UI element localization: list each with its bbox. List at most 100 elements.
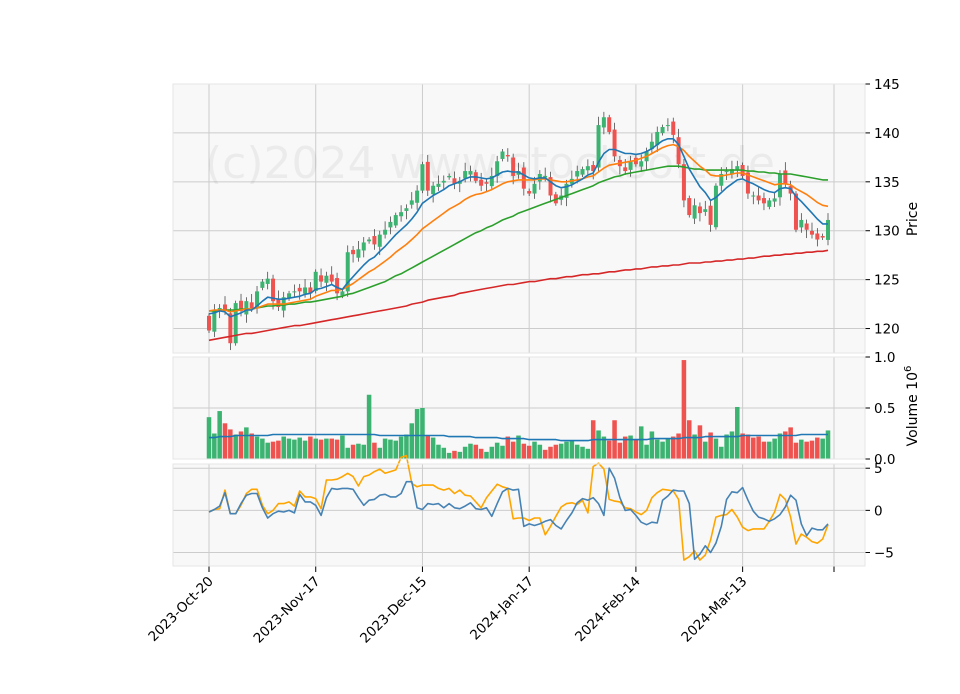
- candle-body: [505, 155, 510, 157]
- volume-bar: [564, 441, 569, 459]
- candle-body: [255, 291, 260, 307]
- candle-body: [441, 180, 446, 183]
- volume-bar: [751, 437, 756, 459]
- candle-body: [233, 303, 238, 344]
- volume-bar: [478, 448, 484, 459]
- volume-bar: [260, 438, 265, 459]
- candle-body: [575, 171, 580, 177]
- volume-bar: [473, 444, 479, 459]
- candle-body: [532, 183, 537, 194]
- volume-bar: [436, 444, 441, 459]
- candle-body: [639, 161, 644, 167]
- candle-body: [495, 161, 500, 176]
- candle-body: [687, 198, 692, 216]
- candle-body: [212, 310, 217, 332]
- osc-panel-background: [173, 464, 865, 566]
- price-tick-label: 135: [874, 175, 900, 191]
- volume-bar: [494, 442, 500, 459]
- volume-bar: [617, 442, 623, 459]
- volume-bar: [574, 444, 580, 459]
- candle-body: [479, 179, 484, 186]
- ma-mid-line: [208, 143, 829, 313]
- candle-body: [420, 164, 425, 191]
- candle-body: [612, 129, 617, 157]
- candle-body: [585, 166, 590, 171]
- volume-tick-label: 0.0: [874, 452, 895, 468]
- price-panel: [206, 111, 831, 351]
- volume-bar: [799, 439, 804, 459]
- candle-body: [361, 242, 366, 251]
- price-tick-label: 140: [874, 126, 900, 142]
- x-tick-label: 2023-Oct-20: [145, 574, 216, 645]
- candle-body: [745, 172, 750, 194]
- volume-bar: [265, 442, 270, 459]
- volume-bar: [783, 431, 788, 459]
- candle-body: [521, 167, 526, 189]
- volume-bar: [500, 445, 505, 459]
- candle-body: [425, 161, 430, 191]
- volume-bar: [809, 440, 815, 459]
- volume-bar: [308, 436, 313, 459]
- volume-bar: [297, 437, 302, 459]
- volume-bar: [628, 435, 633, 459]
- volume-bar: [334, 439, 340, 459]
- candle-body: [463, 171, 468, 179]
- volume-bar: [735, 406, 740, 459]
- volume-bar: [676, 433, 681, 459]
- volume-bar: [526, 445, 532, 459]
- candle-body: [452, 178, 457, 184]
- volume-bar: [425, 435, 431, 459]
- volume-bar: [729, 431, 735, 459]
- candle-body: [628, 161, 633, 170]
- candle-body: [564, 183, 569, 198]
- osc-panel-frame: [172, 463, 866, 567]
- volume-bar: [702, 441, 708, 459]
- candle-body: [676, 137, 681, 165]
- ma-200-line: [208, 249, 829, 342]
- candle-body: [724, 171, 729, 173]
- candle-body: [580, 169, 585, 175]
- candle-body: [767, 200, 772, 207]
- candle-body: [324, 275, 329, 283]
- volume-bar: [420, 408, 425, 459]
- candle-body: [799, 219, 804, 228]
- volume-bar: [713, 438, 719, 459]
- volume-bar: [313, 438, 318, 459]
- candle-body: [409, 200, 414, 205]
- candle-body: [276, 298, 281, 308]
- candle-body: [484, 182, 489, 184]
- candle-body: [468, 171, 473, 175]
- volume-bar: [532, 441, 537, 459]
- volume-bar: [622, 436, 628, 459]
- candle-body: [415, 190, 420, 203]
- candle-body: [292, 291, 297, 293]
- volume-bar: [361, 444, 367, 459]
- candle-body: [665, 125, 670, 127]
- candle-body: [271, 278, 276, 302]
- candle-body: [777, 173, 782, 198]
- price-panel-background: [173, 84, 865, 353]
- candle-body: [596, 125, 601, 168]
- candle-body: [601, 117, 606, 128]
- candle-body: [244, 301, 249, 315]
- candle-body: [388, 221, 393, 228]
- x-tick-label: 2023-Nov-17: [251, 574, 324, 647]
- candle-body: [735, 166, 740, 171]
- volume-bar: [793, 442, 799, 459]
- volume-bar: [558, 443, 564, 459]
- volume-bar: [820, 438, 825, 459]
- candle-body: [671, 121, 676, 135]
- volume-bar: [548, 446, 553, 459]
- volume-bar: [596, 430, 601, 459]
- candle-body: [239, 300, 244, 311]
- volume-bar: [244, 427, 249, 459]
- volume-bar: [318, 439, 324, 459]
- volume-bar: [815, 437, 820, 459]
- candle-body: [660, 127, 665, 134]
- candle-body: [500, 151, 505, 159]
- candle-body: [815, 233, 820, 240]
- volume-bar: [340, 435, 345, 459]
- volume-bar: [516, 435, 521, 459]
- volume-bar: [761, 441, 767, 459]
- volume-tick-label: 0.5: [874, 401, 895, 417]
